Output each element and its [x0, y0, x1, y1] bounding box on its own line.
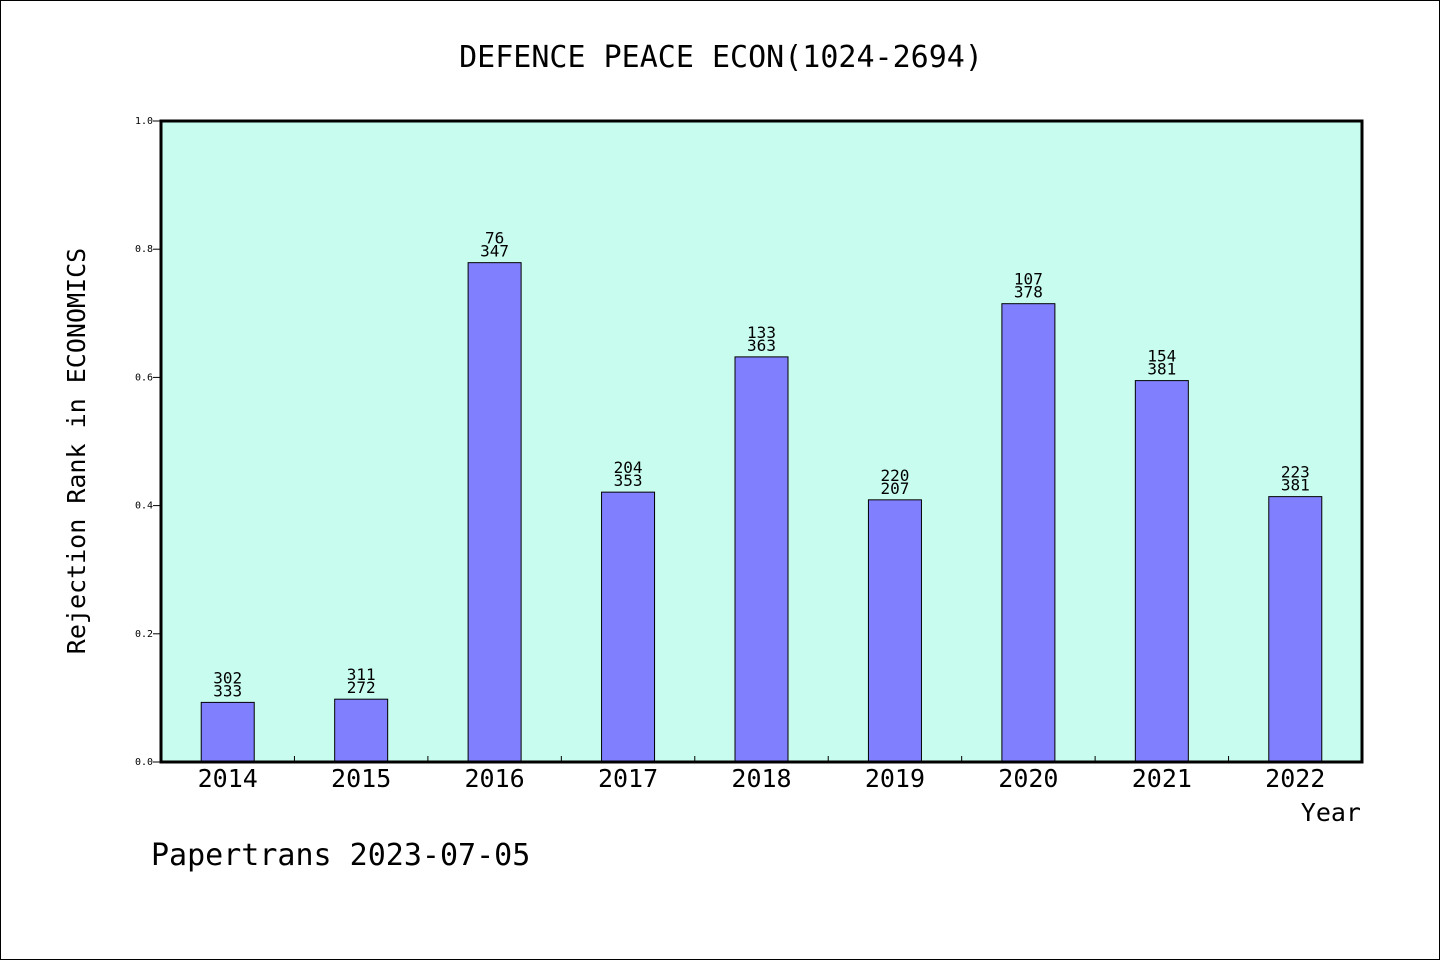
- bar: [734, 356, 789, 763]
- bar: [1268, 496, 1323, 763]
- bar-label-bottom: 381: [1281, 476, 1310, 495]
- x-tick-label: 2022: [1265, 764, 1325, 793]
- y-tick-label: 1.0: [135, 116, 153, 127]
- footer-text: Papertrans 2023-07-05: [151, 838, 530, 873]
- bars-group: [200, 262, 1323, 763]
- bar-label-top: 133: [747, 323, 776, 342]
- x-axis-label: Year: [1301, 798, 1361, 827]
- bar: [200, 701, 255, 763]
- bar-label-bottom: 333: [213, 681, 242, 700]
- x-tick-label: 2021: [1132, 764, 1192, 793]
- bar-label-bottom: 347: [480, 242, 509, 261]
- y-tick-label: 0.4: [135, 501, 153, 512]
- x-tick-label: 2018: [731, 764, 791, 793]
- bar-label-bottom: 207: [880, 479, 909, 498]
- chart-title: DEFENCE PEACE ECON(1024-2694): [459, 40, 983, 75]
- bar-label-top: 311: [347, 665, 376, 684]
- bar-label-top: 220: [880, 466, 909, 485]
- bar-label-top: 223: [1281, 463, 1310, 482]
- x-tick-label: 2020: [998, 764, 1058, 793]
- bar-label-top: 107: [1014, 270, 1043, 289]
- x-tick-label: 2014: [198, 764, 258, 793]
- bar: [601, 491, 656, 763]
- x-axis: 2014 2015 2016 2017 2018 2019 2020 2021 2022: [198, 756, 1325, 793]
- bar-label-top: 204: [614, 458, 643, 477]
- x-tick-label: 2017: [598, 764, 658, 793]
- bar-label-bottom: 272: [347, 678, 376, 697]
- bar-label-bottom: 381: [1147, 360, 1176, 379]
- bar-label-top: 154: [1147, 347, 1176, 366]
- y-tick-label: 0.2: [135, 629, 153, 640]
- y-axis-label: Rejection Rank in ECONOMICS: [62, 248, 91, 654]
- y-tick-label: 0.6: [135, 372, 153, 383]
- bar: [1134, 380, 1189, 763]
- bar: [1001, 303, 1056, 763]
- bar-label-top: 302: [213, 668, 242, 687]
- bar: [467, 262, 522, 763]
- bar-label-bottom: 363: [747, 336, 776, 355]
- x-tick-label: 2016: [465, 764, 525, 793]
- x-tick-label: 2019: [865, 764, 925, 793]
- bar: [334, 698, 389, 763]
- y-axis: 0.0 0.2 0.4 0.6 0.8 1.0: [135, 116, 161, 768]
- y-tick-label: 0.0: [135, 757, 153, 768]
- plot-border: [159, 119, 1364, 764]
- y-tick-label: 0.8: [135, 244, 153, 255]
- bar-label-bottom: 353: [614, 471, 643, 490]
- bar: [867, 499, 922, 763]
- x-tick-label: 2015: [331, 764, 391, 793]
- bar-label-bottom: 378: [1014, 283, 1043, 302]
- bar-label-top: 76: [485, 229, 504, 248]
